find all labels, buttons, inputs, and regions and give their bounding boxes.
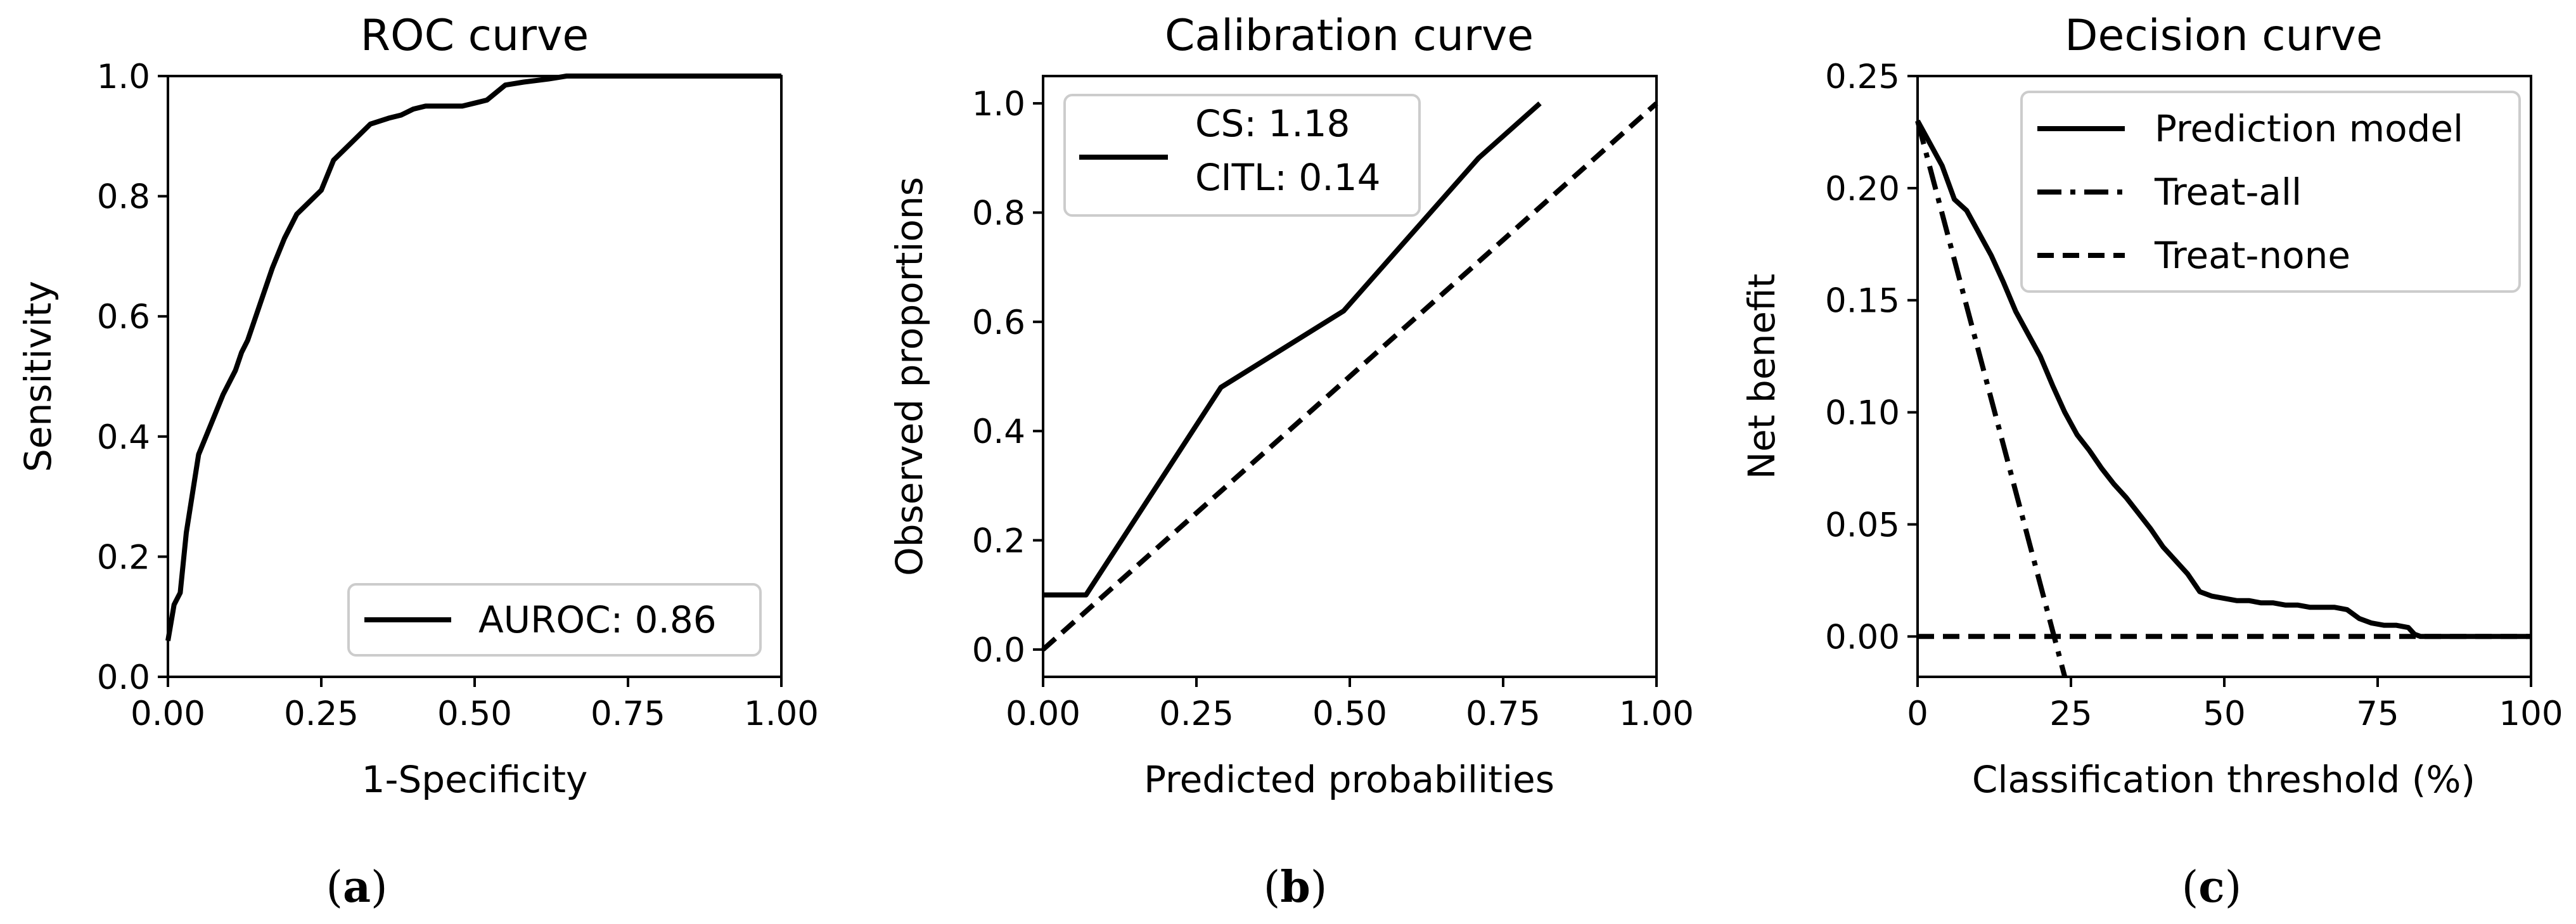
caption-a-letter: a	[343, 862, 371, 913]
roc-legend: AUROC: 0.86	[347, 583, 762, 657]
decision-y-tick-label: 0.25	[1825, 58, 1900, 96]
decision-title: Decision curve	[2065, 11, 2383, 61]
decision-panel: Decision curve 0 25 50 75 100 0.00 0.05 0.10 0.…	[1740, 11, 2563, 913]
calibration-y-tick-label: 0.0	[972, 631, 1025, 670]
caption-c-letter: c	[2198, 862, 2224, 913]
decision-legend-treat-none: Treat-none	[2154, 234, 2350, 277]
calibration-legend-citl: CITL: 0.14	[1195, 156, 1380, 199]
calibration-legend: CS: 1.18 CITL: 0.14	[1063, 94, 1421, 217]
decision-legend: Prediction model Treat-all Treat-none	[2020, 91, 2521, 293]
roc-legend-label: AUROC: 0.86	[478, 598, 717, 641]
calibration-x-tick-label: 0.00	[1006, 695, 1080, 733]
roc-y-tick-label: 0.2	[97, 538, 150, 577]
calibration-y-tick-label: 0.8	[972, 194, 1025, 233]
calibration-x-tick-label: 0.25	[1159, 695, 1234, 733]
roc-y-tick-label: 0.6	[97, 298, 150, 337]
decision-y-tick-label: 0.10	[1825, 394, 1900, 433]
calibration-series-calibration	[1043, 101, 1542, 598]
decision-x-tick-label: 25	[2049, 695, 2092, 733]
calibration-y-tick-label: 0.6	[972, 304, 1025, 342]
roc-x-tick-label: 0.50	[437, 695, 512, 733]
calibration-x-axis-label: Predicted probabilities	[1144, 758, 1554, 801]
caption-b-letter: b	[1280, 862, 1310, 913]
roc-x-tick-label: 0.25	[284, 695, 359, 733]
calibration-y-tick-label: 0.2	[972, 522, 1025, 561]
roc-y-tick-label: 0.0	[97, 658, 150, 697]
calibration-y-tick-label: 0.4	[972, 413, 1025, 451]
decision-legend-treat-all: Treat-all	[2154, 170, 2302, 214]
roc-series-auroc-0-86	[165, 74, 781, 641]
caption-b: (b)	[1264, 862, 1328, 913]
roc-title: ROC curve	[361, 11, 589, 61]
calibration-y-axis-label: Observed proportions	[888, 177, 931, 576]
roc-x-tick-label: 0.00	[131, 695, 205, 733]
decision-x-tick-label: 0	[1907, 695, 1928, 733]
decision-y-tick-label: 0.15	[1825, 282, 1900, 321]
decision-x-tick-label: 50	[2203, 695, 2245, 733]
caption-c: (c)	[2182, 862, 2241, 913]
roc-y-tick-label: 1.0	[97, 58, 150, 96]
decision-x-tick-label: 75	[2356, 695, 2399, 733]
calibration-panel: Calibration curve 0.00 0.25 0.50 0.75 1.00 0…	[888, 11, 1694, 913]
decision-legend-model: Prediction model	[2155, 107, 2463, 150]
decision-x-axis-label: Classification threshold (%)	[1972, 758, 2475, 801]
calibration-x-tick-label: 0.75	[1466, 695, 1541, 733]
calibration-x-tick-label: 1.00	[1619, 695, 1694, 733]
roc-y-tick-label: 0.4	[97, 418, 150, 457]
decision-y-tick-label: 0.00	[1825, 618, 1900, 657]
roc-x-tick-label: 1.00	[744, 695, 819, 733]
roc-x-tick-label: 0.75	[591, 695, 665, 733]
roc-y-tick-label: 0.8	[97, 178, 150, 217]
decision-series-treat-all	[1915, 120, 2068, 678]
calibration-y-tick-label: 1.0	[972, 85, 1025, 124]
roc-panel: ROC curve 0.00 0.25 0.50 0.75 1.00 0.0 0.2 0.4…	[16, 11, 819, 913]
calibration-title: Calibration curve	[1165, 11, 1534, 61]
calibration-legend-cs: CS: 1.18	[1195, 102, 1350, 145]
caption-a: (a)	[326, 862, 387, 913]
decision-series-prediction-model	[1915, 119, 2531, 639]
decision-y-axis-label: Net benefit	[1740, 274, 1783, 479]
roc-x-axis-label: 1-Specificity	[362, 758, 588, 801]
calibration-x-tick-label: 0.50	[1312, 695, 1387, 733]
roc-y-axis-label: Sensitivity	[16, 281, 60, 472]
decision-y-tick-label: 0.20	[1825, 170, 1900, 209]
calibration-series-ideal	[1041, 101, 1658, 651]
decision-y-tick-label: 0.05	[1825, 506, 1900, 544]
decision-x-tick-label: 100	[2499, 695, 2563, 733]
